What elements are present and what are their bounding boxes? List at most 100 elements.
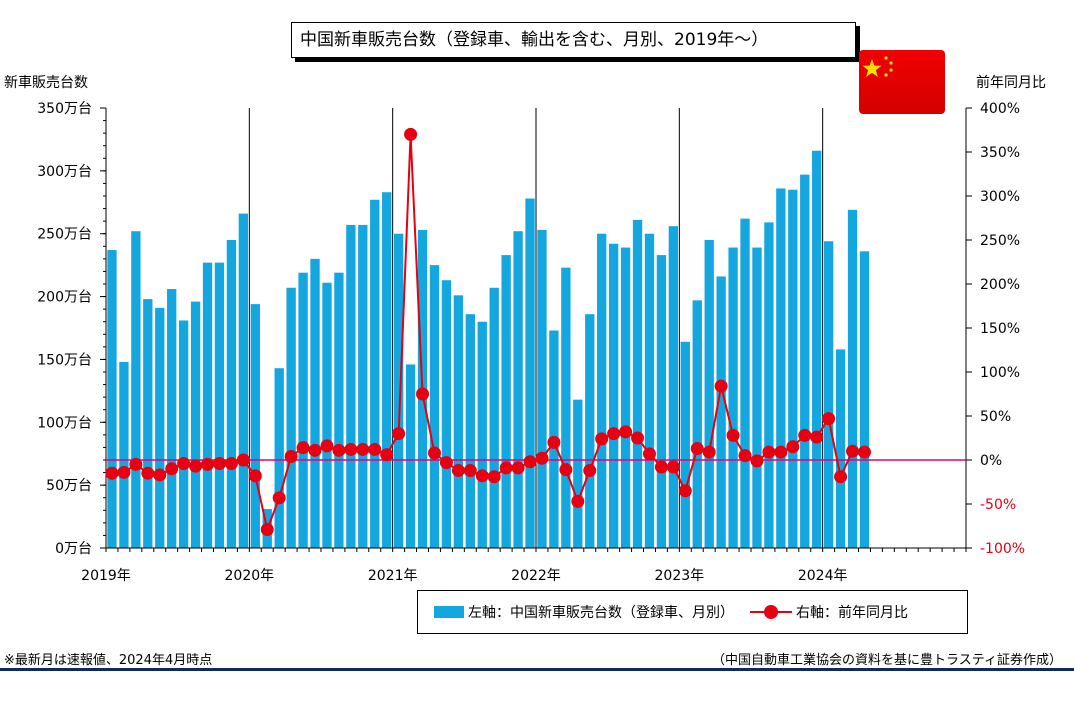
left-tick-label: 200万台 [37, 290, 92, 306]
bar [632, 219, 643, 548]
bar [656, 255, 667, 549]
bar [274, 368, 284, 548]
bar [382, 192, 392, 548]
yoy-point [666, 460, 680, 474]
yoy-point [451, 464, 465, 478]
bar [740, 218, 750, 548]
bar [429, 265, 440, 548]
yoy-point [654, 460, 668, 474]
bar [776, 188, 786, 548]
bar [716, 276, 726, 548]
bar [477, 321, 487, 548]
left-tick-label: 250万台 [37, 227, 92, 243]
bar [752, 247, 762, 549]
yoy-point [248, 469, 262, 483]
x-tick-label: 2021年 [368, 568, 418, 584]
yoy-point [189, 459, 203, 473]
right-tick-label: 100% [980, 365, 1020, 381]
yoy-point [857, 445, 871, 459]
left-tick-label: 300万台 [37, 164, 92, 180]
bar [346, 224, 356, 548]
yoy-point [678, 484, 692, 498]
yoy-point [583, 464, 597, 478]
bar [238, 213, 249, 548]
yoy-point [642, 447, 656, 461]
bar [608, 243, 619, 548]
yoy-point [272, 491, 286, 505]
right-tick-label: 400% [980, 101, 1020, 117]
yoy-point [153, 468, 167, 482]
bar [155, 307, 165, 548]
chart-title: 中国新車販売台数（登録車、輸出を含む、月別、2019年～） [291, 22, 856, 58]
x-tick-label: 2019年 [81, 568, 131, 584]
bar [286, 287, 296, 548]
yoy-point [619, 425, 633, 439]
yoy-point [738, 449, 752, 463]
yoy-point [846, 444, 860, 458]
bar [334, 272, 344, 548]
bar [190, 301, 201, 548]
yoy-point [487, 470, 501, 484]
bar [322, 282, 332, 548]
yoy-point [571, 494, 585, 508]
bar [131, 231, 141, 548]
yoy-point [105, 466, 119, 480]
x-tick-label: 2022年 [511, 568, 561, 584]
right-tick-label: -50% [980, 497, 1016, 513]
yoy-point [201, 457, 215, 471]
yoy-point [368, 442, 382, 456]
yoy-point [523, 455, 537, 469]
bar [226, 240, 237, 548]
yoy-point [690, 442, 704, 456]
bar [764, 222, 774, 548]
chart-canvas: 0万台 50万台 100万台 150万台 200万台 250万台 300万台 350万台 -10… [37, 101, 1025, 584]
footnote-source: （中国自動車工業協会の資料を基に豊トラスティ証券作成） [712, 653, 1062, 668]
yoy-point [177, 457, 191, 471]
right-tick-label: 200% [980, 277, 1020, 293]
yoy-point [212, 457, 226, 471]
x-tick-label: 2023年 [655, 568, 705, 584]
bar [441, 280, 452, 548]
yoy-point [750, 454, 764, 468]
yoy-point [392, 427, 406, 441]
yoy-point [380, 448, 394, 462]
yoy-point [702, 445, 716, 459]
legend: 左軸：中国新車販売台数（登録車、月別） 右軸：前年同月比 [417, 590, 968, 634]
left-tick-label: 0万台 [55, 541, 92, 557]
bottom-rule [0, 668, 1074, 671]
yoy-point [320, 439, 334, 453]
yoy-point [236, 453, 250, 467]
bar [107, 250, 117, 549]
yoy-line [111, 134, 865, 534]
bar [405, 364, 416, 548]
bar [119, 361, 129, 548]
right-tick-label: -100% [980, 541, 1025, 557]
right-tick-label: 250% [980, 233, 1020, 249]
bar [489, 287, 499, 548]
china-flag-icon [859, 50, 945, 114]
yoy-point [224, 457, 238, 471]
yoy-point [284, 449, 298, 463]
yoy-point [726, 428, 740, 442]
yoy-point [511, 461, 525, 475]
legend-bars-label: 左軸：中国新車販売台数（登録車、月別） [468, 605, 734, 621]
bar [847, 209, 858, 549]
bar [728, 247, 738, 549]
yoy-point [535, 451, 549, 465]
bar [680, 341, 690, 548]
yoy-point [463, 464, 477, 478]
right-tick-label: 300% [980, 189, 1020, 205]
yoy-point [129, 457, 143, 471]
left-tick-label: 350万台 [37, 101, 92, 117]
x-tick-label: 2020年 [225, 568, 275, 584]
yoy-point [595, 432, 609, 446]
yoy-point [786, 440, 800, 454]
bar [167, 289, 177, 548]
yoy-point [631, 431, 645, 445]
bar [812, 150, 822, 548]
yoy-point [714, 379, 728, 393]
bar [202, 262, 213, 548]
bar [525, 198, 535, 548]
bar [501, 255, 511, 549]
yoy-point [439, 456, 453, 470]
